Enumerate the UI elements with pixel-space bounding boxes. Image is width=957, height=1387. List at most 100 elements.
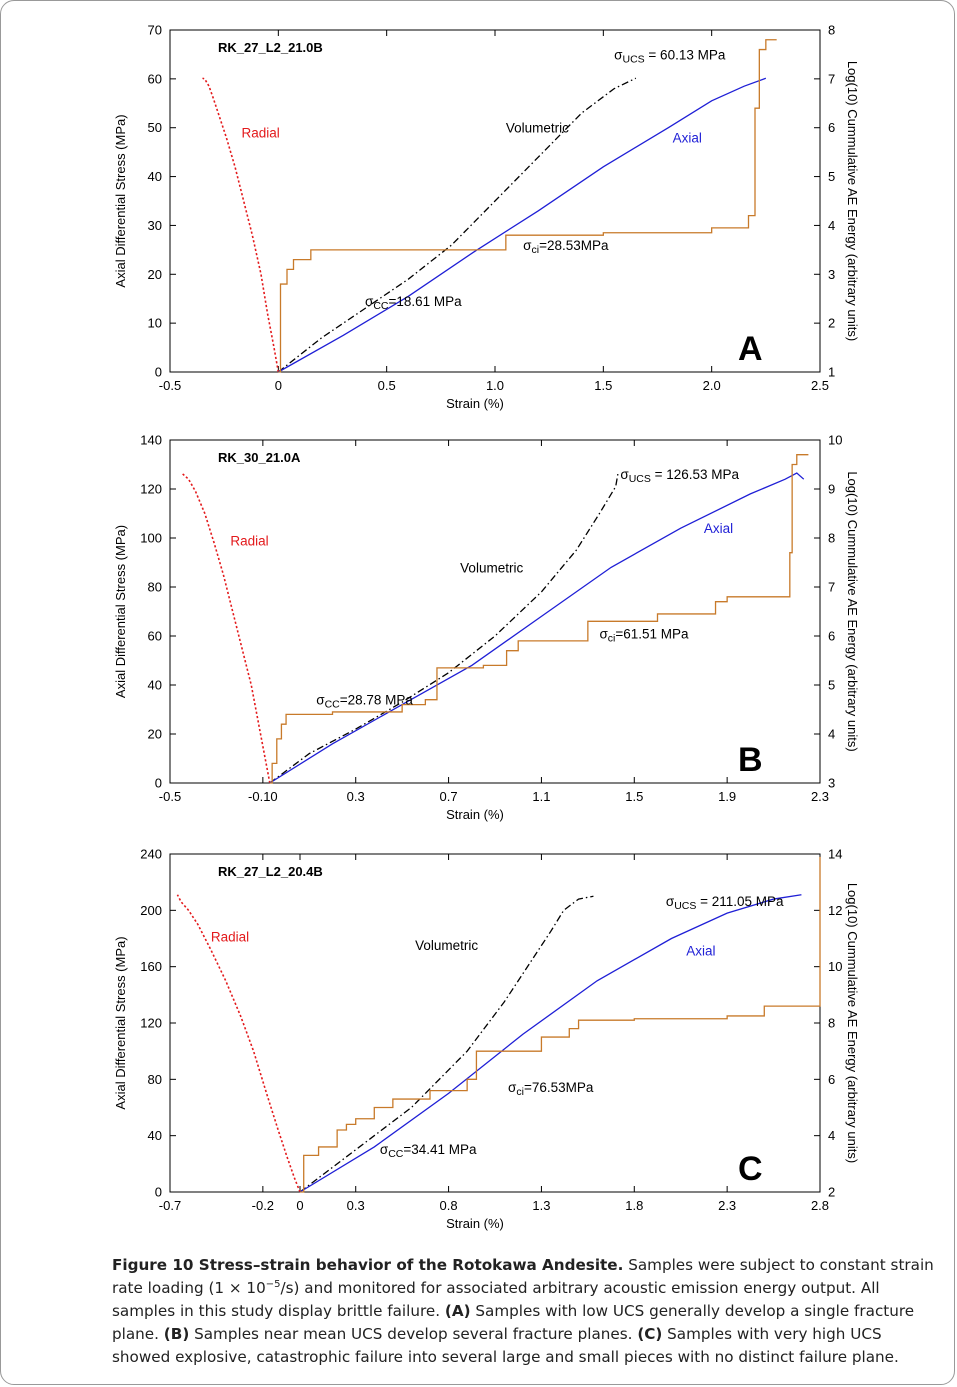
annotation-sigma-cc: σCC=18.61 MPa (365, 294, 462, 312)
y-tick-label: 50 (148, 120, 162, 135)
x-axis-label: Strain (%) (446, 1216, 504, 1231)
annotation-sigma-cc: σCC=28.78 MPa (316, 693, 413, 711)
x-axis-label: Strain (%) (446, 396, 504, 411)
caption-label-b: (B) (163, 1325, 190, 1343)
panel-letter: B (738, 741, 763, 779)
y-tick-label: 40 (148, 678, 162, 693)
y-axis-label: Axial Differential Stress (MPa) (113, 114, 128, 287)
x-tick-label: 1.5 (594, 378, 612, 393)
y-tick-label: 60 (148, 71, 162, 86)
annotation-sigma-ci: σci=76.53MPa (508, 1080, 594, 1098)
x-tick-label: 0.8 (440, 1198, 458, 1213)
annotation-sigma-ucs: σUCS = 60.13 MPa (614, 47, 726, 65)
y-tick-label: 20 (148, 727, 162, 742)
series-label-axial: Axial (686, 943, 715, 958)
series-ae-energy (278, 39, 777, 373)
y-tick-label: 200 (140, 903, 162, 918)
series-volumetric (277, 77, 637, 373)
annotation-sigma-cc: σCC=34.41 MPa (380, 1142, 477, 1160)
y2-tick-label: 8 (828, 531, 835, 546)
series-label-axial: Axial (673, 130, 702, 145)
x-tick-label: 0.3 (347, 789, 365, 804)
caption-text-b: Samples near mean UCS develop several fr… (189, 1325, 638, 1343)
y-tick-label: 20 (148, 267, 162, 282)
y-tick-label: 120 (140, 482, 162, 497)
x-tick-label: 2.5 (811, 378, 829, 393)
y2-tick-label: 2 (828, 1185, 835, 1200)
series-label-volumetric: Volumetric (415, 938, 478, 953)
chart-panel-b: -0.5 -0.10 0.3 0.7 1.1 1.5 1.9 2.3 0 20 40 60 80 100 1… (113, 433, 860, 823)
x-tick-label: -0.7 (159, 1198, 181, 1213)
y-tick-label: 10 (148, 316, 162, 331)
annotation-sigma-ci: σci=61.51 MPa (599, 626, 689, 644)
x-tick-label: 0.5 (378, 378, 396, 393)
series-axial (299, 894, 802, 1193)
series-radial (202, 77, 280, 373)
y-tick-label: 80 (148, 1072, 162, 1087)
x-tick-label: 1.0 (486, 378, 504, 393)
annotation-sigma-ucs: σUCS = 211.05 MPa (666, 894, 784, 912)
x-tick-label: 2.8 (811, 1198, 829, 1213)
y2-tick-label: 3 (828, 267, 835, 282)
y2-tick-label: 4 (828, 218, 835, 233)
y2-tick-label: 7 (828, 580, 835, 595)
plot-frame (169, 439, 821, 784)
x-tick-label: -0.5 (159, 789, 181, 804)
y-tick-label: 240 (140, 847, 162, 862)
x-tick-label: 0 (275, 378, 282, 393)
y-tick-label: 120 (140, 1016, 162, 1031)
series-volumetric (269, 472, 619, 784)
y-tick-label: 0 (155, 776, 162, 791)
series-label-radial: Radial (242, 125, 280, 140)
x-tick-label: 0.3 (347, 1198, 365, 1213)
y2-tick-label: 6 (828, 120, 835, 135)
x-tick-label: 1.1 (532, 789, 550, 804)
x-tick-label: 2.3 (811, 789, 829, 804)
caption-text-a: Samples with low UCS generally develop a… (112, 1302, 915, 1343)
caption-text-c: Samples with very high UCS showed explos… (112, 1325, 899, 1366)
figure-caption: Figure 10 Stress–strain behavior of the … (112, 1254, 942, 1369)
y2-axis-label: Log(10) Cummulative AE Energy (arbitrary… (845, 471, 860, 751)
caption-text-post: /s) and monitored for associated arbitra… (112, 1279, 880, 1320)
series-label-volumetric: Volumetric (506, 121, 569, 136)
y-tick-label: 0 (155, 365, 162, 380)
x-axis-label: Strain (%) (446, 807, 504, 822)
y-tick-label: 40 (148, 169, 162, 184)
panel-letter: A (738, 330, 763, 368)
y2-tick-label: 4 (828, 727, 835, 742)
y2-tick-label: 8 (828, 1016, 835, 1031)
caption-label-a: (A) (444, 1302, 471, 1320)
y2-tick-label: 1 (828, 365, 835, 380)
series-volumetric (299, 895, 594, 1193)
y2-tick-label: 10 (828, 433, 842, 448)
y2-tick-label: 6 (828, 629, 835, 644)
chart-panel-a: -0.5 0 0.5 1.0 1.5 2.0 2.501020304050607012345… (113, 23, 860, 412)
x-tick-label: 0.7 (440, 789, 458, 804)
series-label-radial: Radial (211, 929, 249, 944)
series-label-radial: Radial (230, 533, 268, 548)
y-tick-label: 0 (155, 1185, 162, 1200)
annotation-sigma-ucs: σUCS = 126.53 MPa (620, 467, 739, 485)
sample-id: RK_27_L2_20.4B (218, 864, 323, 879)
y2-tick-label: 7 (828, 71, 835, 86)
series-label-axial: Axial (704, 521, 733, 536)
y2-tick-label: 3 (828, 776, 835, 791)
x-tick-label: 1.8 (625, 1198, 643, 1213)
series-radial (181, 472, 271, 784)
series-axial (269, 472, 805, 784)
y2-tick-label: 5 (828, 678, 835, 693)
panel-letter: C (738, 1150, 763, 1188)
y2-tick-label: 6 (828, 1072, 835, 1087)
annotation-sigma-ci: σci=28.53MPa (523, 238, 609, 256)
caption-exponent: −5 (265, 1278, 281, 1290)
y2-tick-label: 9 (828, 482, 835, 497)
x-tick-label: -0.5 (159, 378, 181, 393)
caption-title: Figure 10 Stress–strain behavior of the … (112, 1256, 624, 1274)
y-axis-label: Axial Differential Stress (MPa) (113, 936, 128, 1109)
sample-id: RK_30_21.0A (218, 450, 301, 465)
y2-tick-label: 4 (828, 1128, 835, 1143)
y2-tick-label: 5 (828, 169, 835, 184)
y2-tick-label: 10 (828, 959, 842, 974)
series-ae-energy (269, 454, 809, 784)
